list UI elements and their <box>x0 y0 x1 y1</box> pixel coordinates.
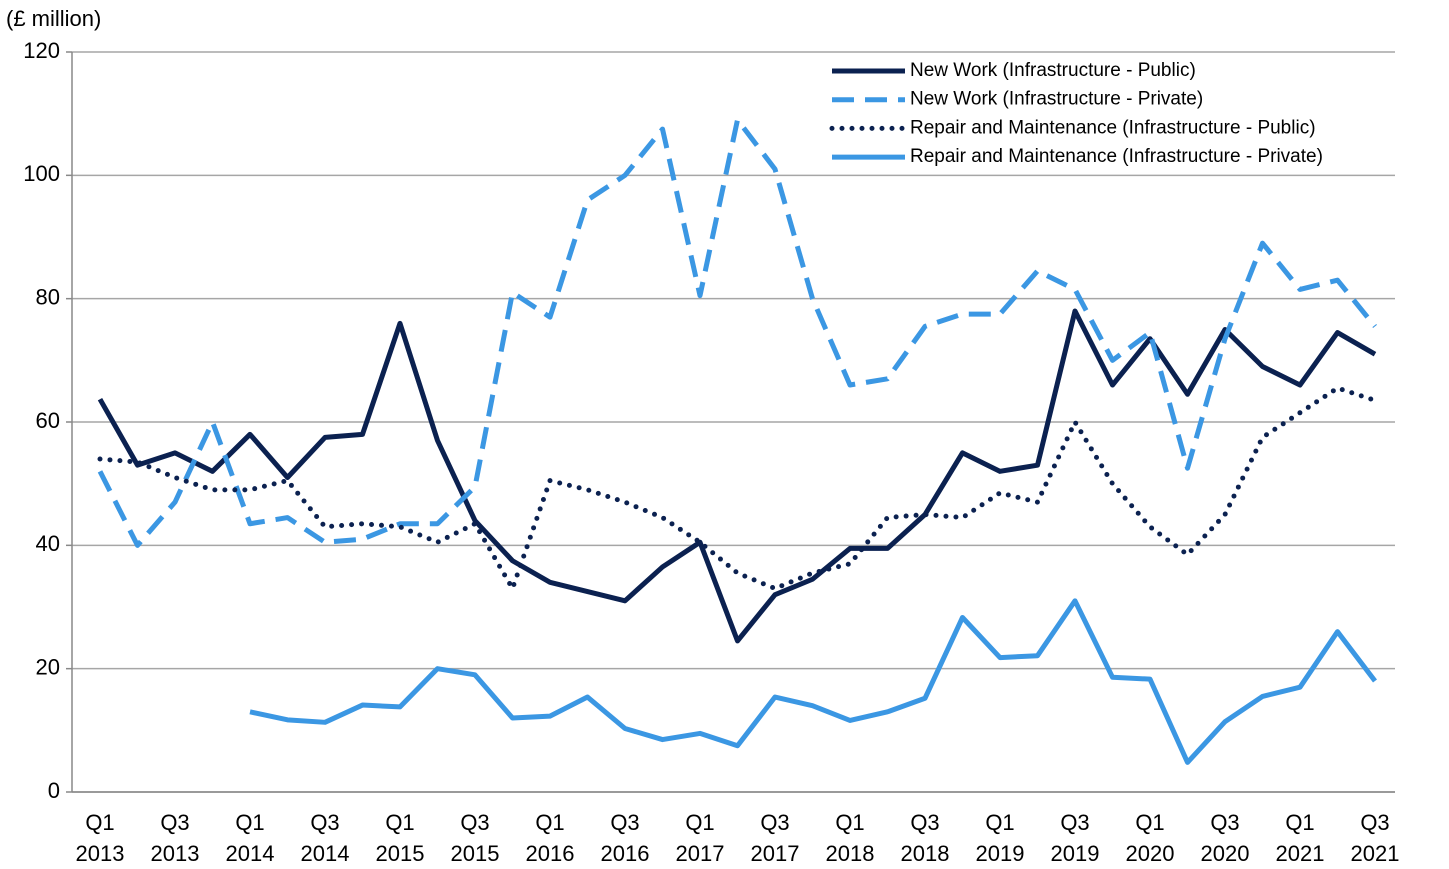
x-tick-label: Q1 2018 <box>826 810 875 866</box>
y-tick-label: 20 <box>36 654 60 679</box>
x-tick-label: Q1 2021 <box>1276 810 1325 866</box>
y-tick-label: 0 <box>48 778 60 803</box>
x-tick-label: Q1 2020 <box>1126 810 1175 866</box>
x-tick-label: Q1 2017 <box>676 810 725 866</box>
series-line <box>97 308 1377 644</box>
x-tick-label: Q1 2015 <box>376 810 425 866</box>
y-tick-label: 120 <box>23 38 60 63</box>
y-tick-label: 40 <box>36 531 60 556</box>
x-tick-label: Q3 2019 <box>1051 810 1100 866</box>
x-tick-label: Q3 2013 <box>151 810 200 866</box>
legend-label: New Work (Infrastructure - Private) <box>910 89 1203 110</box>
series-line <box>97 385 1378 591</box>
x-tick-label: Q1 2016 <box>526 810 575 866</box>
legend-label: New Work (Infrastructure - Public) <box>910 60 1196 81</box>
legend-label: Repair and Maintenance (Infrastructure -… <box>910 117 1316 138</box>
y-tick-label: 100 <box>23 161 60 186</box>
x-tick-label: Q3 2017 <box>751 810 800 866</box>
x-tick-label: Q3 2020 <box>1201 810 1250 866</box>
x-tick-label: Q1 2019 <box>976 810 1025 866</box>
y-tick-label: 80 <box>36 284 60 309</box>
series-line <box>249 598 1377 765</box>
y-axis-label: (£ million) <box>6 6 101 31</box>
x-tick-label: Q3 2014 <box>301 810 350 866</box>
series-line <box>97 117 1377 548</box>
x-tick-label: Q1 2014 <box>226 810 275 866</box>
y-tick-label: 60 <box>36 408 60 433</box>
x-tick-label: Q3 2016 <box>601 810 650 866</box>
x-tick-label: Q3 2015 <box>451 810 500 866</box>
x-tick-label: Q1 2013 <box>76 810 125 866</box>
x-tick-label: Q3 2018 <box>901 810 950 866</box>
x-tick-label: Q3 2021 <box>1351 810 1400 866</box>
legend-label: Repair and Maintenance (Infrastructure -… <box>910 146 1323 167</box>
